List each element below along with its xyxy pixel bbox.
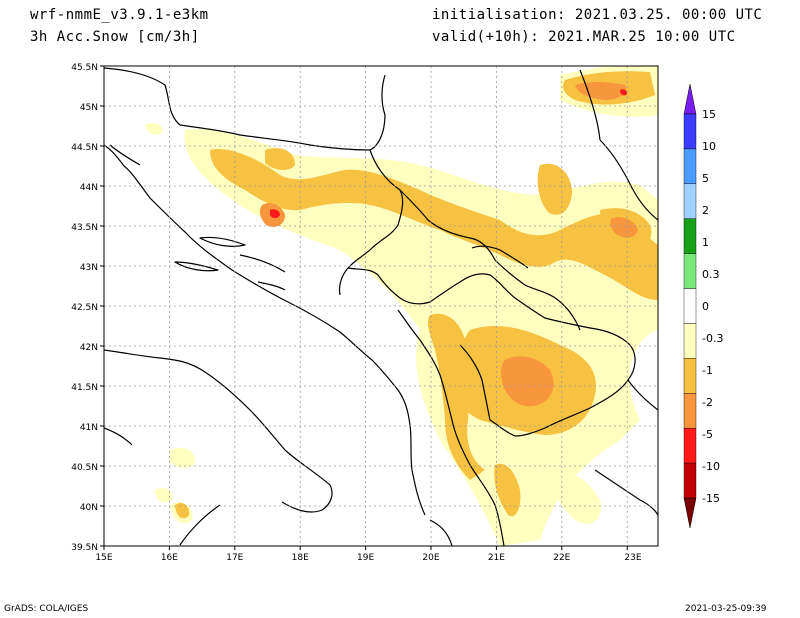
colorbar-label: -1 [702, 364, 713, 377]
colorbar-box [683, 462, 697, 499]
colorbar-box [683, 183, 697, 219]
lat-tick: 40.5N [71, 463, 98, 473]
lat-tick: 41N [80, 423, 98, 433]
colorbar-label: -0.3 [702, 332, 723, 345]
lon-tick: 18E [292, 553, 309, 563]
colorbar-box [683, 113, 697, 150]
colorbar-label: -10 [702, 460, 720, 473]
model-title: wrf-nmmE_v3.9.1-e3km [30, 7, 209, 23]
lon-tick: 16E [161, 553, 178, 563]
footer-credit: GrADS: COLA/IGES [4, 604, 89, 614]
colorbar-box [683, 148, 697, 185]
lon-tick: 17E [226, 553, 243, 563]
colorbar-box [683, 323, 697, 359]
snow-field [145, 66, 658, 546]
colorbar-label: 5 [702, 172, 709, 185]
lat-tick: 39.5N [71, 543, 98, 553]
lat-tick: 40N [80, 503, 98, 513]
colorbar-label: 10 [702, 140, 716, 153]
colorbar-label: 0.3 [702, 268, 720, 281]
lon-tick: 21E [488, 553, 505, 563]
footer-timestamp: 2021-03-25-09:39 [685, 604, 767, 614]
colorbar-box [683, 288, 697, 324]
lat-tick: 44.5N [71, 143, 98, 153]
colorbar-box [683, 393, 697, 429]
colorbar-top-arrow [683, 83, 697, 115]
lon-tick: 15E [95, 553, 112, 563]
variable-title: 3h Acc.Snow [cm/3h] [30, 29, 200, 45]
lon-tick: 20E [422, 553, 439, 563]
colorbar: 15 10 5 2 1 0.3 0 -0.3 -1 -2 -5 -10 -15 [683, 83, 723, 529]
colorbar-label: -2 [702, 396, 713, 409]
colorbar-label: -5 [702, 428, 713, 441]
lat-tick: 41.5N [71, 383, 98, 393]
lat-tick: 44N [80, 183, 98, 193]
valid-time: valid(+10h): 2021.MAR.25 10:00 UTC [432, 29, 736, 45]
colorbar-box [683, 358, 697, 394]
lon-tick: 23E [624, 553, 641, 563]
colorbar-bottom-arrow [683, 497, 697, 529]
lat-tick: 45.5N [71, 63, 98, 73]
colorbar-box [683, 218, 697, 254]
lat-tick: 43.5N [71, 223, 98, 233]
lon-tick: 19E [357, 553, 374, 563]
init-time: initialisation: 2021.03.25. 00:00 UTC [432, 7, 763, 23]
colorbar-label: 1 [702, 236, 709, 249]
colorbar-label: 0 [702, 300, 709, 313]
colorbar-label: 2 [702, 204, 709, 217]
colorbar-label: -15 [702, 492, 720, 505]
colorbar-box [683, 427, 697, 464]
map-grid [104, 66, 658, 546]
lat-tick: 42N [80, 343, 98, 353]
colorbar-label: 15 [702, 108, 716, 121]
lat-tick: 43N [80, 263, 98, 273]
lat-tick: 42.5N [71, 303, 98, 313]
colorbar-box [683, 253, 697, 289]
lat-tick: 45N [80, 103, 98, 113]
lon-tick: 22E [553, 553, 570, 563]
coastlines [104, 67, 658, 546]
